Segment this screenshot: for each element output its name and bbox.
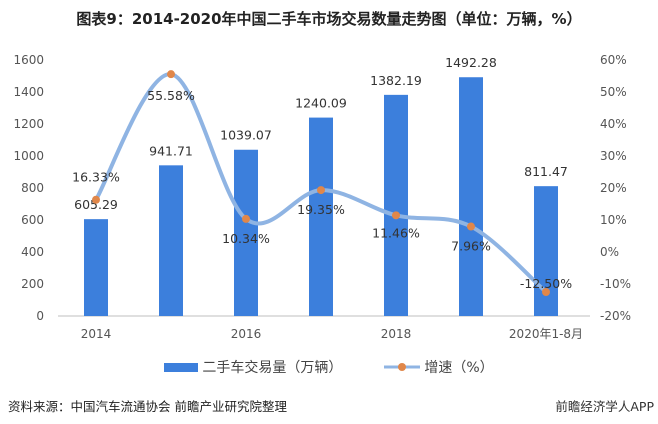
x-tick-label: 2014 bbox=[81, 327, 112, 341]
bar bbox=[384, 94, 408, 316]
y-right-tick-label: 10% bbox=[600, 213, 627, 227]
line-marker bbox=[242, 214, 250, 223]
legend-swatch-line bbox=[384, 363, 421, 371]
line-data-label: 10.34% bbox=[222, 231, 270, 246]
line-data-label: 19.35% bbox=[297, 202, 345, 217]
bar-data-label: 941.71 bbox=[149, 143, 193, 158]
bar-data-label: 1382.19 bbox=[370, 73, 422, 88]
legend-label: 增速（%） bbox=[424, 360, 494, 376]
line-data-label: 16.33% bbox=[72, 170, 120, 185]
line-marker bbox=[317, 186, 325, 195]
y-left-tick-label: 800 bbox=[21, 181, 44, 195]
y-left-tick-label: 400 bbox=[21, 245, 44, 259]
y-right-tick-label: 20% bbox=[600, 181, 627, 195]
line-data-label: -12.50% bbox=[520, 276, 572, 291]
bar-data-label: 1240.09 bbox=[295, 96, 347, 111]
x-tick-label: 2018 bbox=[381, 327, 412, 341]
y-left-tick-label: 600 bbox=[21, 213, 44, 227]
bar-data-label: 1492.28 bbox=[445, 55, 497, 70]
source-note: 资料来源：中国汽车流通协会 前瞻产业研究院整理 bbox=[8, 399, 287, 414]
legend-item-line: 增速（%） bbox=[384, 357, 494, 377]
bar-data-label: 1039.07 bbox=[220, 128, 272, 143]
line-marker bbox=[467, 222, 475, 231]
legend-label: 二手车交易量（万辆） bbox=[202, 360, 343, 376]
bar bbox=[309, 117, 333, 316]
y-left-tick-label: 1600 bbox=[13, 53, 44, 67]
brand-label: 前瞻经济学人APP bbox=[555, 399, 654, 414]
y-left-tick-label: 0 bbox=[36, 309, 44, 323]
y-right-tick-label: 30% bbox=[600, 149, 627, 163]
y-right-tick-label: -10% bbox=[600, 277, 631, 291]
line-marker bbox=[542, 288, 550, 296]
y-left-tick-label: 1200 bbox=[13, 117, 44, 131]
chart-title: 图表9：2014-2020年中国二手车市场交易数量走势图（单位：万辆，%） bbox=[76, 10, 582, 28]
legend-item-bar: 二手车交易量（万辆） bbox=[164, 357, 342, 377]
bar-data-label: 811.47 bbox=[524, 164, 568, 179]
legend: 二手车交易量（万辆） 增速（%） bbox=[0, 357, 658, 377]
bar bbox=[159, 165, 183, 316]
y-left-tick-label: 1400 bbox=[13, 85, 44, 99]
y-left-tick-label: 1000 bbox=[13, 149, 44, 163]
legend-swatch-bar bbox=[164, 362, 199, 372]
line-data-label: 55.58% bbox=[147, 88, 195, 103]
line-marker bbox=[167, 70, 175, 79]
y-right-tick-label: 60% bbox=[600, 53, 627, 67]
line-data-label: 7.96% bbox=[451, 239, 491, 254]
line-data-label: 11.46% bbox=[372, 225, 420, 240]
y-right-tick-label: 50% bbox=[600, 85, 627, 99]
bar-data-label: 605.29 bbox=[74, 197, 118, 212]
bar bbox=[84, 219, 108, 316]
x-tick-label: 2016 bbox=[231, 327, 262, 341]
y-right-tick-label: -20% bbox=[600, 309, 631, 323]
y-right-tick-label: 40% bbox=[600, 117, 627, 131]
y-right-tick-label: 0% bbox=[600, 245, 619, 259]
line-marker bbox=[92, 195, 100, 204]
line-marker bbox=[392, 211, 400, 220]
bar bbox=[459, 77, 483, 316]
y-left-tick-label: 200 bbox=[21, 277, 44, 291]
bar bbox=[234, 149, 258, 316]
x-tick-label: 2020年1-8月 bbox=[509, 327, 583, 341]
bar bbox=[534, 186, 558, 316]
